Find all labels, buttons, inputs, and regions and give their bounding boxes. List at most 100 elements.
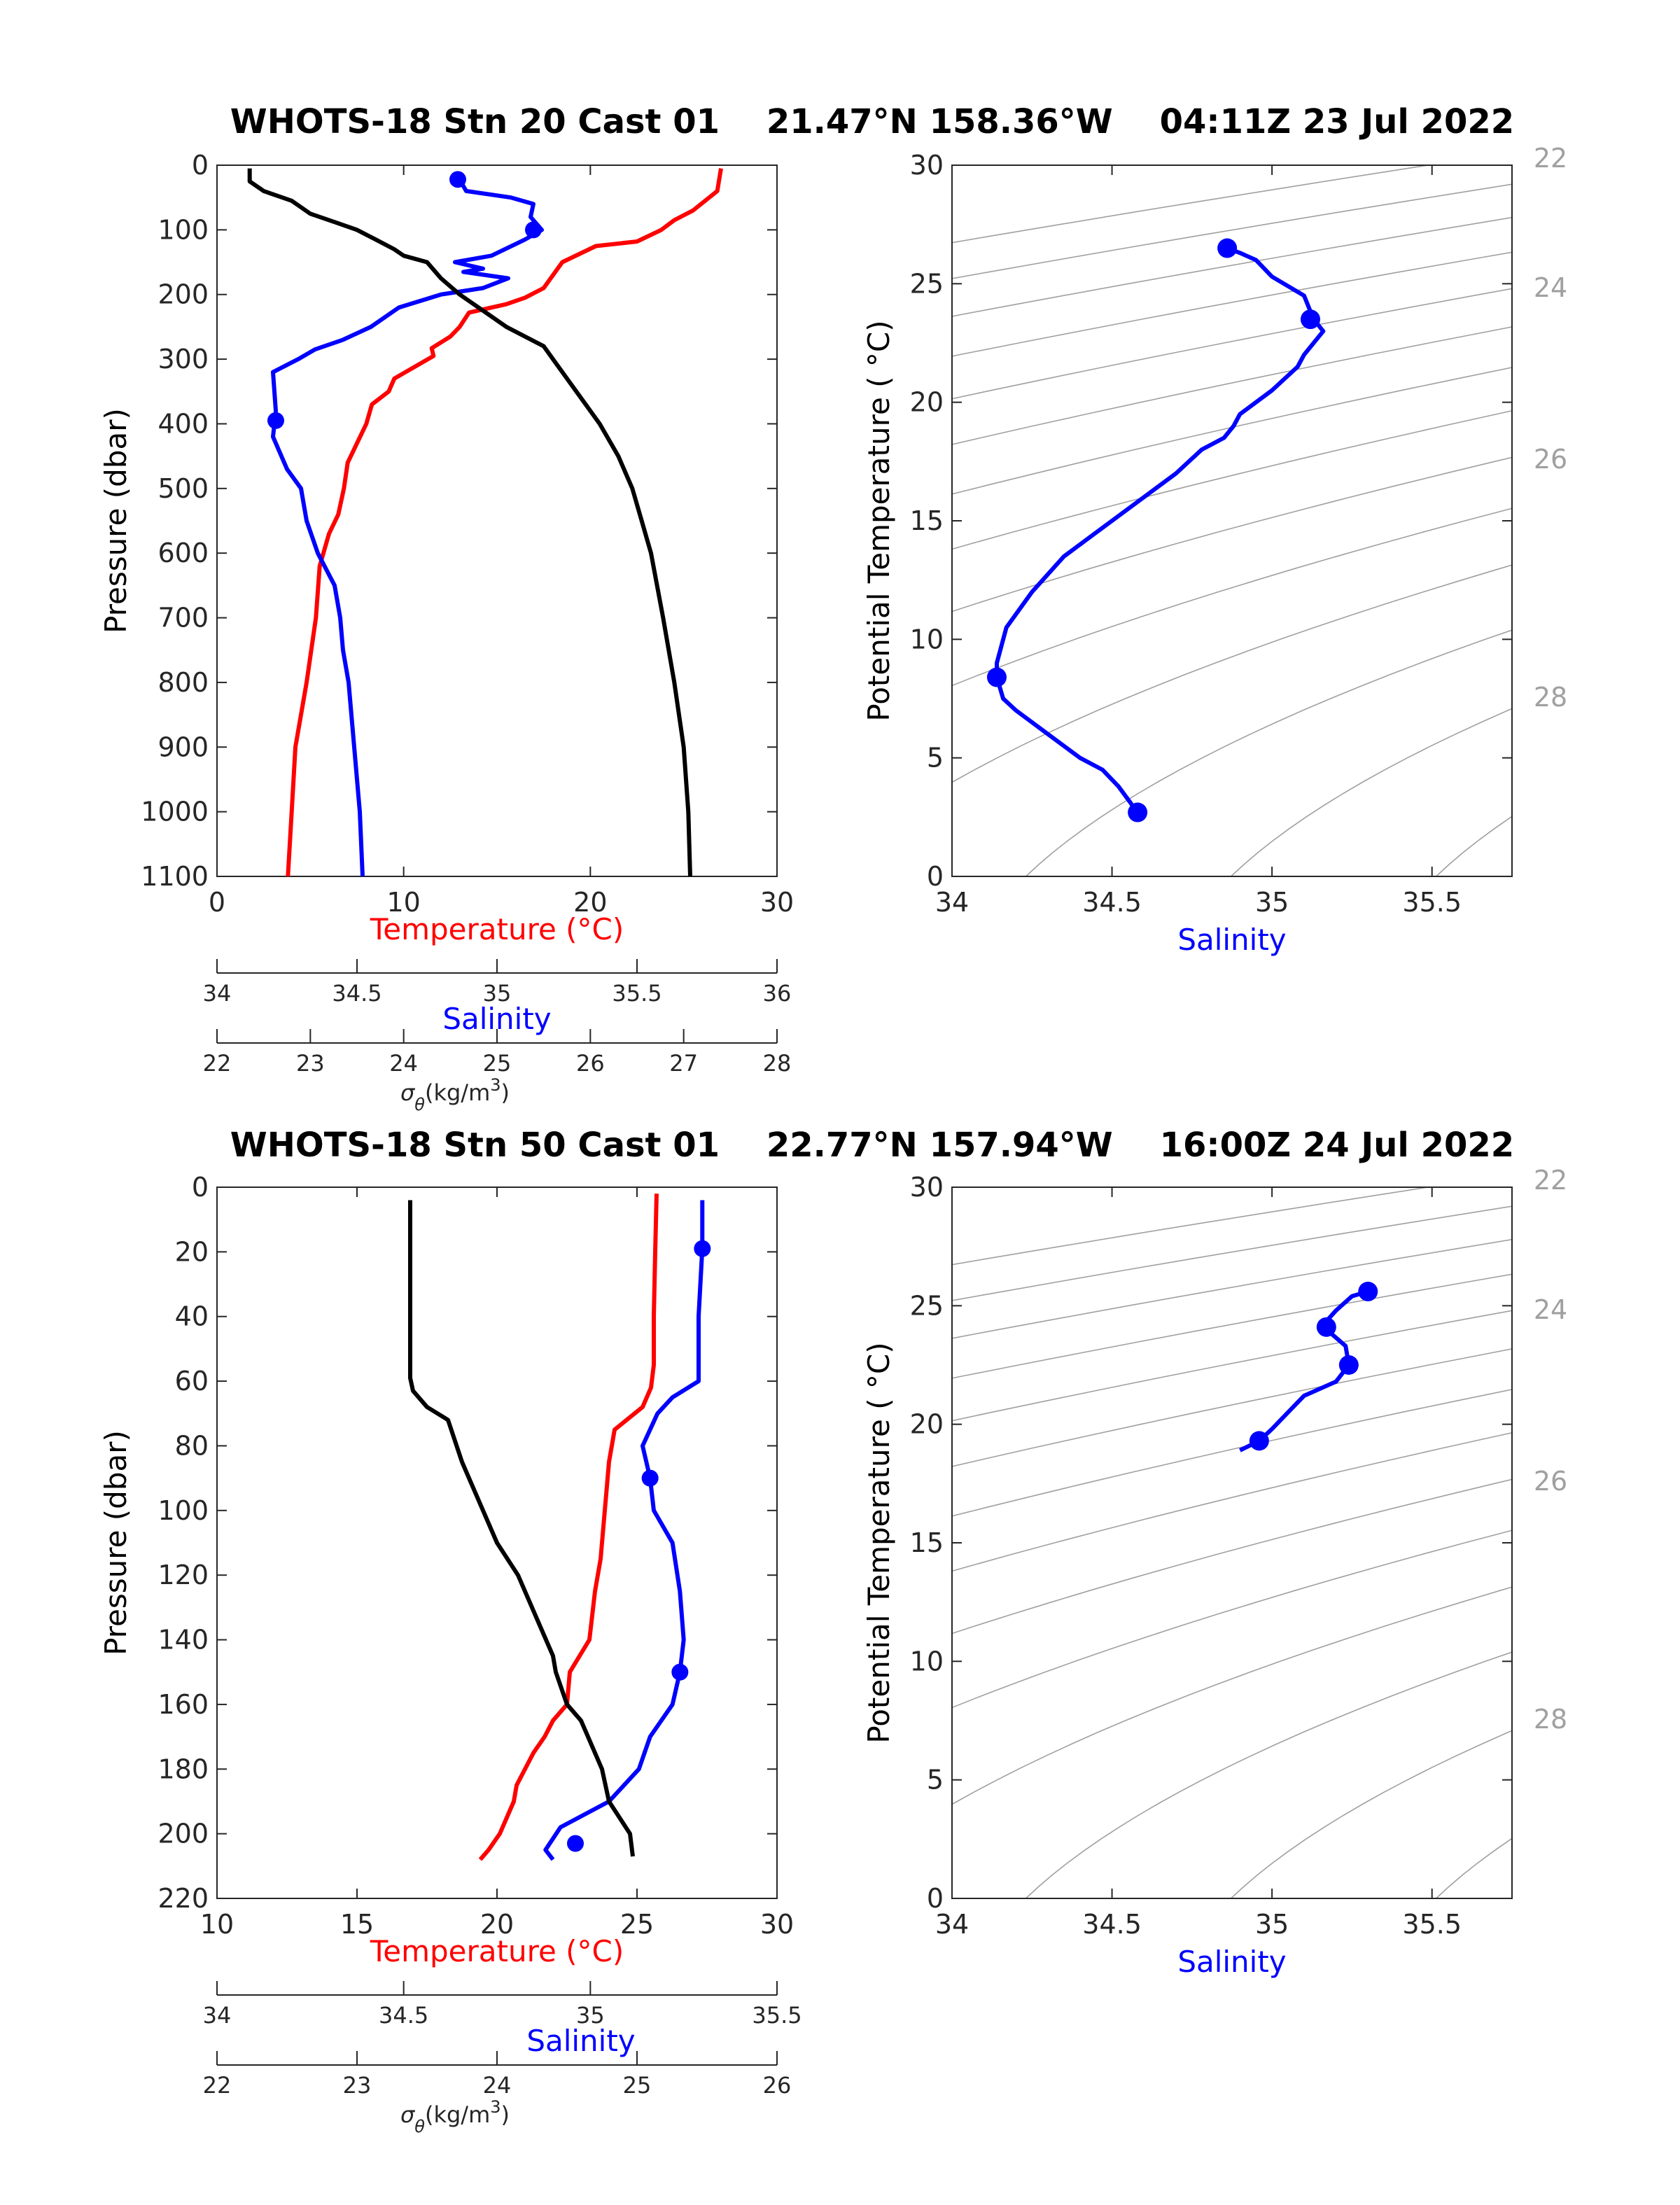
temperature-axis-label: Temperature (°C) [370,912,624,946]
y-tick-label: 900 [158,732,209,762]
plot-frame [216,164,778,877]
isopycnal-line [952,1205,1512,1301]
isopycnal-line [1025,629,1512,876]
y-tick-label: 30 [910,150,944,181]
isopycnal-line [952,326,1512,445]
x-tick-label-sigma: 22 [203,1050,232,1077]
x-tick-label-salinity: 34.5 [379,2002,428,2029]
x-tick-label-temperature: 25 [620,1909,654,1940]
y-tick-label: 5 [927,743,944,774]
isopycnal-line [952,1530,1512,1709]
isopycnal-label: 26 [1534,1466,1567,1497]
y-tick-label: 30 [910,1172,944,1203]
profile-plot-station-50: 0 20 40 60 80 100 120 140 160 180 200 220 Pressure (… [99,1172,802,2136]
ts-bottle-marker [1358,1282,1378,1302]
y-axis-label: Potential Temperature ( °C) [862,320,896,721]
x-tick-label: 35.5 [1402,1909,1462,1940]
y-tick-label: 20 [175,1236,209,1267]
y-tick-label: 140 [158,1625,209,1656]
salinity-bottle-marker [267,412,284,429]
isopycnal-line [952,251,1512,357]
ts-bottle-marker [1338,1355,1359,1375]
y-tick-label: 1100 [141,861,209,892]
isopycnal-line [952,1432,1512,1572]
y-tick-label: 25 [910,268,944,299]
sigma-axis-label: σθ(kg/m3) [400,2097,510,2136]
sigma-label-part: σ [400,2101,416,2128]
isopycnal-line [952,216,1512,317]
x-tick-label: 35.5 [1402,887,1462,918]
isopycnal-line [952,1187,1432,1266]
profile-plot-station-20: 010020030040050060070080090010001100Pres… [99,150,794,1114]
salinity-bottle-marker [694,1240,711,1257]
isopycnal-label: 28 [1534,682,1567,713]
y-tick-label: 20 [910,387,944,418]
salinity-profile-line [271,174,544,877]
isopycnal-line [952,564,1512,783]
plot-frame [951,1186,1513,1899]
sigma-label-part: 3 [490,1075,500,1095]
isopycnal-line [952,288,1512,400]
ts-bottle-marker [1128,802,1148,822]
x-axis-label: Salinity [1177,923,1286,957]
x-tick-label: 35 [1255,1909,1289,1940]
salinity-bottle-marker [567,1835,584,1852]
sigma-label-part: ) [501,1079,510,1106]
x-axis-label: Salinity [1177,1945,1286,1979]
y-tick-label: 5 [927,1765,944,1795]
x-tick-label: 34 [935,1909,969,1940]
y-tick-label: 80 [175,1430,209,1461]
y-tick-label: 100 [158,1495,209,1526]
sigma-label-part: (kg/m [425,2101,490,2128]
x-tick-label-temperature: 20 [480,1909,514,1940]
y-tick-label: 700 [158,603,209,634]
x-tick-label: 34.5 [1082,1909,1142,1940]
ts-bottle-marker [1316,1317,1336,1337]
y-tick-label: 60 [175,1366,209,1396]
temperature-profile-line [478,1194,659,1861]
sigma-theta-profile-line [408,1200,635,1857]
y-tick-label: 10 [910,624,944,654]
x-tick-label: 34 [935,887,969,918]
x-tick-label-salinity: 36 [763,980,792,1007]
isopycnal-line [952,410,1512,550]
x-tick-label: 35 [1255,887,1289,918]
x-tick-label-sigma: 25 [483,1050,512,1077]
x-tick-label: 34.5 [1082,887,1142,918]
ts-diagram-station-20: 34 34.5 35 35.5 0 5 10 15 20 25 30 Salinity Potentia… [862,143,1567,957]
isopycnal-line [952,165,1432,244]
y-axis-label: Pressure (dbar) [99,1430,133,1656]
isopycnal-line [952,183,1512,279]
y-tick-label: 40 [175,1301,209,1332]
ts-bottle-marker [1217,238,1238,258]
y-tick-label: 300 [158,344,209,374]
x-tick-label-sigma: 25 [623,2072,652,2099]
y-tick-label: 0 [192,1172,209,1203]
salinity-bottle-marker [641,1469,659,1487]
temperature-axis-label: Temperature (°C) [370,1934,624,1968]
isopycnal-contours [952,165,1512,876]
isopycnal-line [952,1478,1512,1634]
x-tick-label-sigma: 23 [343,2072,372,2099]
y-tick-label: 20 [910,1409,944,1440]
isopycnal-label: 22 [1534,143,1567,174]
isopycnal-label: 26 [1534,444,1567,475]
x-tick-label-salinity: 35.5 [612,980,662,1007]
isopycnal-line [952,1273,1512,1379]
x-tick-label-temperature: 10 [386,887,420,918]
x-tick-label-temperature: 15 [340,1909,374,1940]
y-tick-label: 1000 [141,797,209,827]
y-tick-label: 800 [158,667,209,698]
y-axis-label: Potential Temperature ( °C) [862,1342,896,1743]
isopycnal-line [952,1310,1512,1422]
y-tick-label: 10 [910,1646,944,1676]
x-tick-label-temperature: 30 [760,1909,794,1940]
isopycnal-line [1025,1651,1512,1898]
isopycnal-line [1230,1730,1512,1898]
isopycnal-label: 22 [1534,1165,1567,1196]
y-tick-label: 120 [158,1560,209,1590]
x-tick-label-temperature: 20 [573,887,607,918]
salinity-bottle-marker [525,221,542,239]
sigma-axis-label: σθ(kg/m3) [400,1075,510,1114]
